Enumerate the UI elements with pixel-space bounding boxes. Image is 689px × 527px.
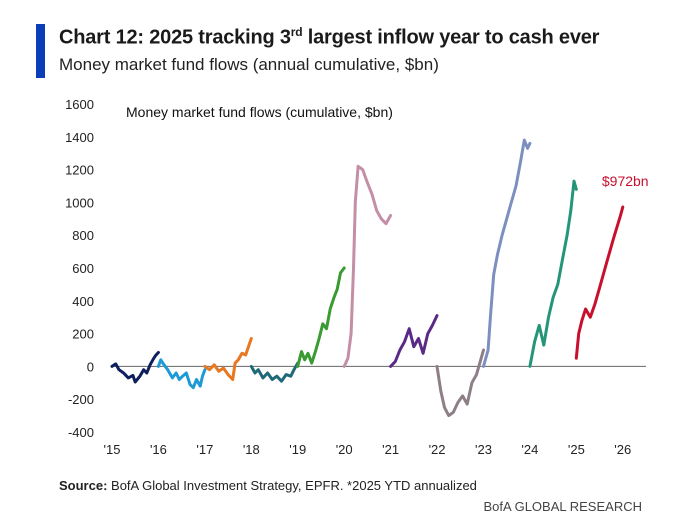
y-tick-label: 400 [72, 294, 94, 309]
chart-inner-title: Money market fund flows (cumulative, $bn… [126, 104, 393, 120]
series-group [110, 138, 625, 418]
x-tick-label: '23 [475, 442, 492, 457]
x-tick-label: '25 [568, 442, 585, 457]
x-tick-label: '24 [521, 442, 538, 457]
series-line-2015 [110, 351, 160, 384]
y-tick-label: 1400 [65, 130, 94, 145]
y-tick-label: 1000 [65, 195, 94, 210]
x-tick-label: '16 [150, 442, 167, 457]
chart-subtitle: Money market fund flows (annual cumulati… [59, 55, 439, 74]
series-line-2023 [482, 138, 532, 368]
series-line-2017 [203, 337, 253, 381]
source-note: Source: BofA Global Investment Strategy,… [59, 478, 477, 493]
series-line-2020 [342, 164, 393, 368]
y-tick-label: 200 [72, 327, 94, 342]
x-tick-label: '15 [104, 442, 121, 457]
brand-label: BofA GLOBAL RESEARCH [483, 499, 642, 514]
chart-title: Chart 12: 2025 tracking 3rd largest infl… [59, 25, 599, 50]
series-line-2016 [156, 358, 207, 390]
series-line-2019 [296, 266, 346, 368]
x-tick-label: '21 [382, 442, 399, 457]
annotation-label: $972bn [602, 173, 649, 189]
y-tick-label: 600 [72, 261, 94, 276]
line-chart: Money market fund flows (cumulative, $bn… [65, 97, 649, 457]
y-tick-label: -200 [68, 392, 94, 407]
series-line-2024 [528, 179, 578, 368]
x-tick-label: '19 [289, 442, 306, 457]
series-line-2022 [435, 348, 485, 418]
y-tick-label: 1200 [65, 163, 94, 178]
x-tick-label: '22 [429, 442, 446, 457]
x-axis-ticks: '15 '16 '17 '18 '19 '20 '21 '22 '23 '24 '25 '26 [104, 442, 632, 457]
x-tick-label: '26 [614, 442, 631, 457]
y-axis-ticks: -400 -200 0 200 400 600 800 1000 1200 1400 1600 [65, 97, 94, 440]
title-superscript: rd [290, 25, 303, 39]
source-label: Source: [59, 478, 108, 493]
y-tick-label: 800 [72, 228, 94, 243]
series-line-2025 [574, 205, 625, 360]
title-main: Chart 12: 2025 tracking 3 [59, 26, 291, 49]
y-tick-label: 0 [87, 359, 94, 374]
series-line-2021 [389, 314, 439, 368]
x-tick-label: '18 [243, 442, 260, 457]
x-tick-label: '17 [196, 442, 213, 457]
x-tick-label: '20 [336, 442, 353, 457]
title-rest: largest inflow year to cash ever [302, 26, 600, 49]
y-tick-label: -400 [68, 425, 94, 440]
y-tick-label: 1600 [65, 97, 94, 112]
series-line-2018 [249, 361, 300, 383]
annotations: $972bn [602, 173, 649, 189]
source-text: BofA Global Investment Strategy, EPFR. *… [107, 478, 477, 493]
title-accent-bar [36, 24, 45, 78]
